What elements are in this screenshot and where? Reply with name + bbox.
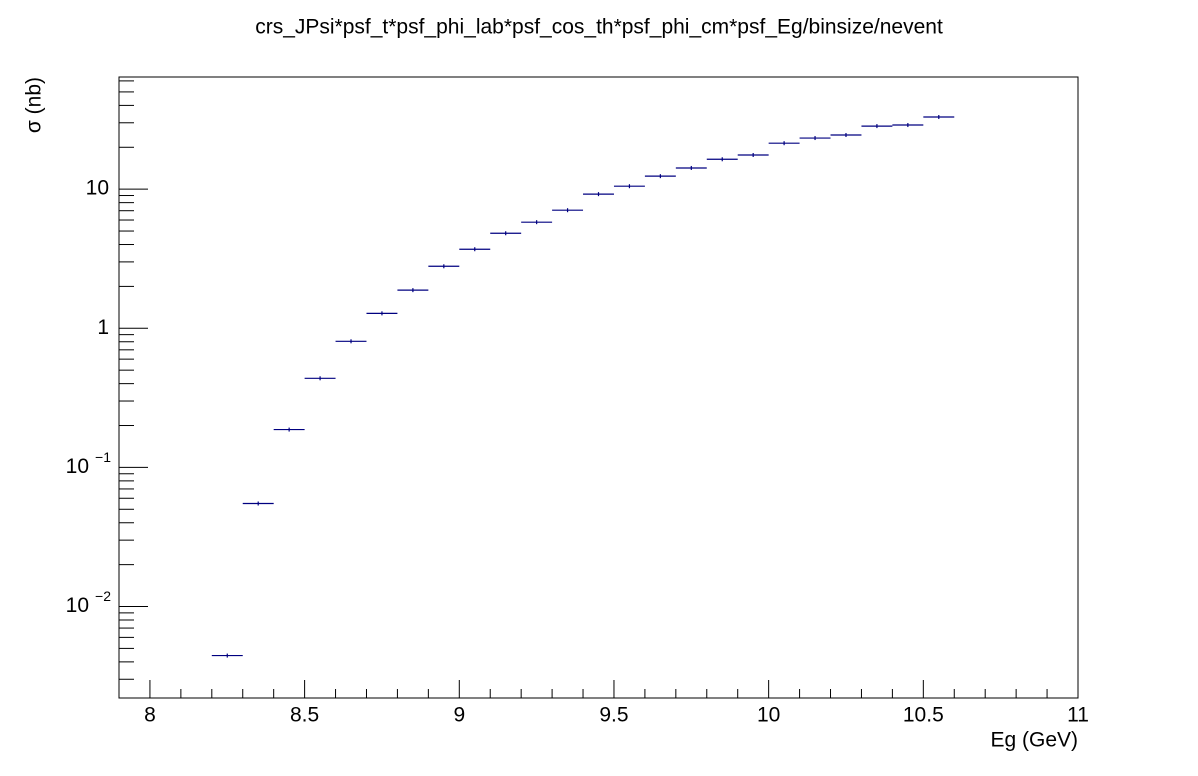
chart-title: crs_JPsi*psf_t*psf_phi_lab*psf_cos_th*ps… bbox=[255, 16, 943, 39]
y-tick-label: 10 bbox=[66, 455, 89, 478]
x-axis-title: Eg (GeV) bbox=[990, 729, 1078, 752]
x-tick-label: 10 bbox=[757, 704, 780, 727]
y-tick-exponent: −2 bbox=[95, 588, 111, 604]
y-tick-label: 10 bbox=[86, 177, 109, 200]
x-tick-label: 9 bbox=[453, 704, 465, 727]
y-tick-exponent: −1 bbox=[95, 449, 111, 465]
x-tick-label: 8.5 bbox=[290, 704, 319, 727]
x-tick-label: 10.5 bbox=[903, 704, 944, 727]
y-tick-label: 10 bbox=[66, 594, 89, 617]
y-axis-title: σ (nb) bbox=[23, 77, 46, 133]
y-tick-label: 1 bbox=[97, 316, 109, 339]
plot-frame bbox=[118, 76, 1079, 699]
x-tick-label: 8 bbox=[144, 704, 156, 727]
x-tick-label: 11 bbox=[1067, 704, 1089, 727]
x-tick-label: 9.5 bbox=[599, 704, 628, 727]
